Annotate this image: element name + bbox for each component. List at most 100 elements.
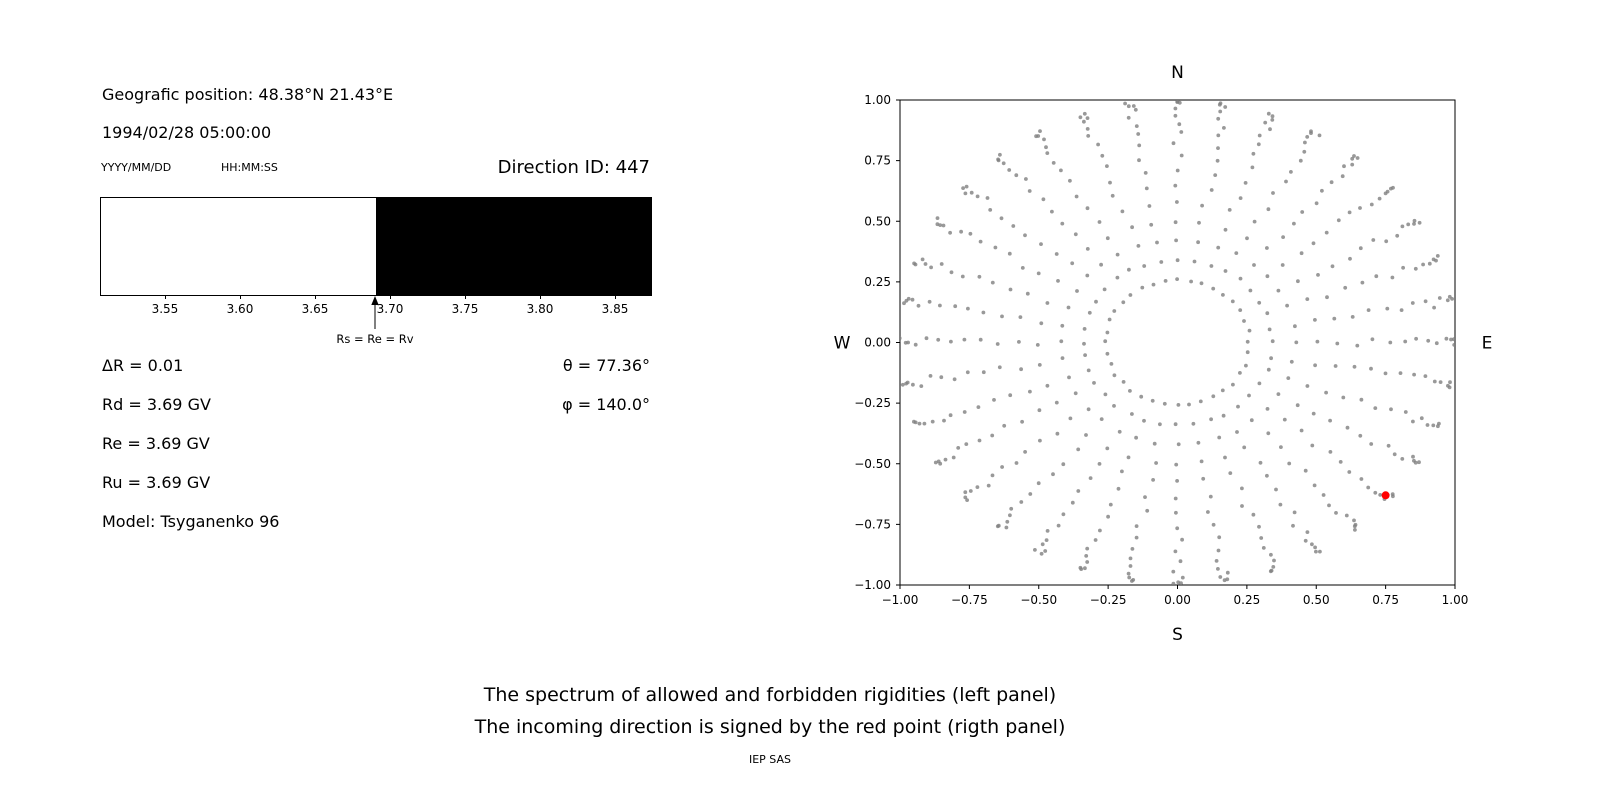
grid-dot [1085, 546, 1090, 551]
y-tick-label: 0.00 [864, 336, 891, 350]
grid-dot [1150, 398, 1155, 403]
grid-dot [1189, 279, 1193, 284]
grid-dot [1299, 251, 1304, 256]
grid-dot [1265, 246, 1269, 250]
grid-dot [1360, 280, 1365, 285]
grid-dot [1076, 447, 1081, 452]
grid-dot [1037, 363, 1042, 367]
grid-dot [1087, 310, 1092, 315]
grid-dot [1266, 367, 1271, 372]
grid-dot [1391, 185, 1395, 190]
grid-dot [1085, 127, 1090, 131]
grid-dot [1028, 492, 1033, 496]
grid-dot [1213, 173, 1218, 177]
grid-dot [1127, 267, 1131, 272]
grid-dot [1261, 546, 1266, 550]
grid-dot [1234, 251, 1239, 256]
grid-dot [1173, 422, 1178, 427]
grid-dot [912, 261, 916, 266]
rigidity-tick-label: 3.55 [151, 302, 179, 316]
x-tick-label: −0.25 [1090, 593, 1127, 607]
grid-dot [1173, 496, 1178, 501]
x-tick-label: −1.00 [882, 593, 919, 607]
grid-dot [922, 421, 927, 426]
grid-dot [953, 304, 958, 309]
grid-dot [1245, 339, 1250, 344]
grid-dot [1215, 158, 1220, 163]
grid-dot [1236, 404, 1240, 409]
grid-dot [1154, 461, 1158, 465]
grid-dot [1411, 419, 1415, 424]
grid-dot [1175, 200, 1179, 204]
grid-dot [1291, 523, 1295, 528]
grid-dot [1250, 165, 1255, 170]
grid-dot [1384, 239, 1389, 244]
rigidity-spectrum-chart [100, 197, 652, 296]
grid-dot [986, 483, 991, 488]
grid-dot [1105, 330, 1110, 335]
grid-dot [1056, 523, 1061, 528]
grid-dot [1444, 336, 1449, 341]
grid-dot [1152, 441, 1157, 446]
grid-dot [1128, 389, 1132, 393]
grid-dot [1266, 207, 1271, 212]
grid-dot [992, 398, 996, 402]
datetime-text: 1994/02/28 05:00:00 [102, 123, 272, 142]
grid-dot [1209, 417, 1213, 422]
grid-dot [1094, 299, 1098, 304]
caption: The spectrum of allowed and forbidden ri… [0, 684, 1540, 766]
rigidity-tick-label: 3.60 [226, 302, 254, 316]
grid-dot [1173, 113, 1178, 118]
grid-dot [1386, 443, 1391, 448]
grid-dot [1245, 236, 1249, 241]
grid-dot [1285, 303, 1289, 308]
grid-dot [1004, 525, 1009, 530]
grid-dot [1350, 162, 1355, 167]
grid-dot [948, 413, 953, 418]
grid-dot [1251, 151, 1256, 156]
grid-dot [1437, 296, 1442, 300]
grid-dot [929, 265, 933, 270]
rigidity-tick [615, 295, 617, 299]
rigidity-tick-label: 3.70 [376, 302, 404, 316]
y-tick-label: 0.75 [864, 154, 891, 168]
grid-dot [1287, 461, 1292, 466]
grid-dot [1218, 109, 1223, 114]
grid-dot [1173, 549, 1178, 554]
grid-dot [1318, 549, 1322, 554]
grid-dot [1115, 275, 1120, 280]
grid-dot [1238, 276, 1243, 281]
grid-dot [959, 229, 963, 234]
grid-dot [1369, 366, 1373, 371]
grid-dot [1171, 141, 1176, 146]
grid-dot [1143, 495, 1147, 499]
grid-dot [1389, 407, 1393, 412]
grid-dot [1330, 264, 1335, 269]
grid-dot [1414, 336, 1418, 341]
grid-dot [1126, 115, 1131, 120]
grid-dot [1257, 300, 1262, 305]
grid-dot [1353, 528, 1357, 532]
grid-dot [1208, 494, 1213, 499]
grid-dot [1214, 559, 1219, 563]
grid-dot [1228, 471, 1233, 475]
grid-dot [1425, 423, 1430, 427]
grid-dot [1359, 397, 1364, 402]
grid-dot [1174, 510, 1178, 515]
grid-dot [1082, 327, 1087, 331]
grid-dot [933, 460, 938, 465]
grid-dot [1054, 400, 1059, 405]
grid-dot [1054, 252, 1059, 256]
grid-dot [1009, 506, 1014, 511]
grid-dot [1037, 408, 1042, 413]
grid-dot [1196, 240, 1200, 245]
grid-dot [1423, 299, 1428, 304]
grid-dot [1103, 339, 1108, 344]
grid-dot [1070, 500, 1075, 505]
grid-dot [1247, 328, 1252, 333]
grid-dot [1149, 222, 1154, 227]
grid-dot [1325, 295, 1329, 300]
grid-dot [1374, 274, 1379, 279]
grid-dot [1302, 149, 1307, 154]
grid-dot [1155, 240, 1159, 245]
